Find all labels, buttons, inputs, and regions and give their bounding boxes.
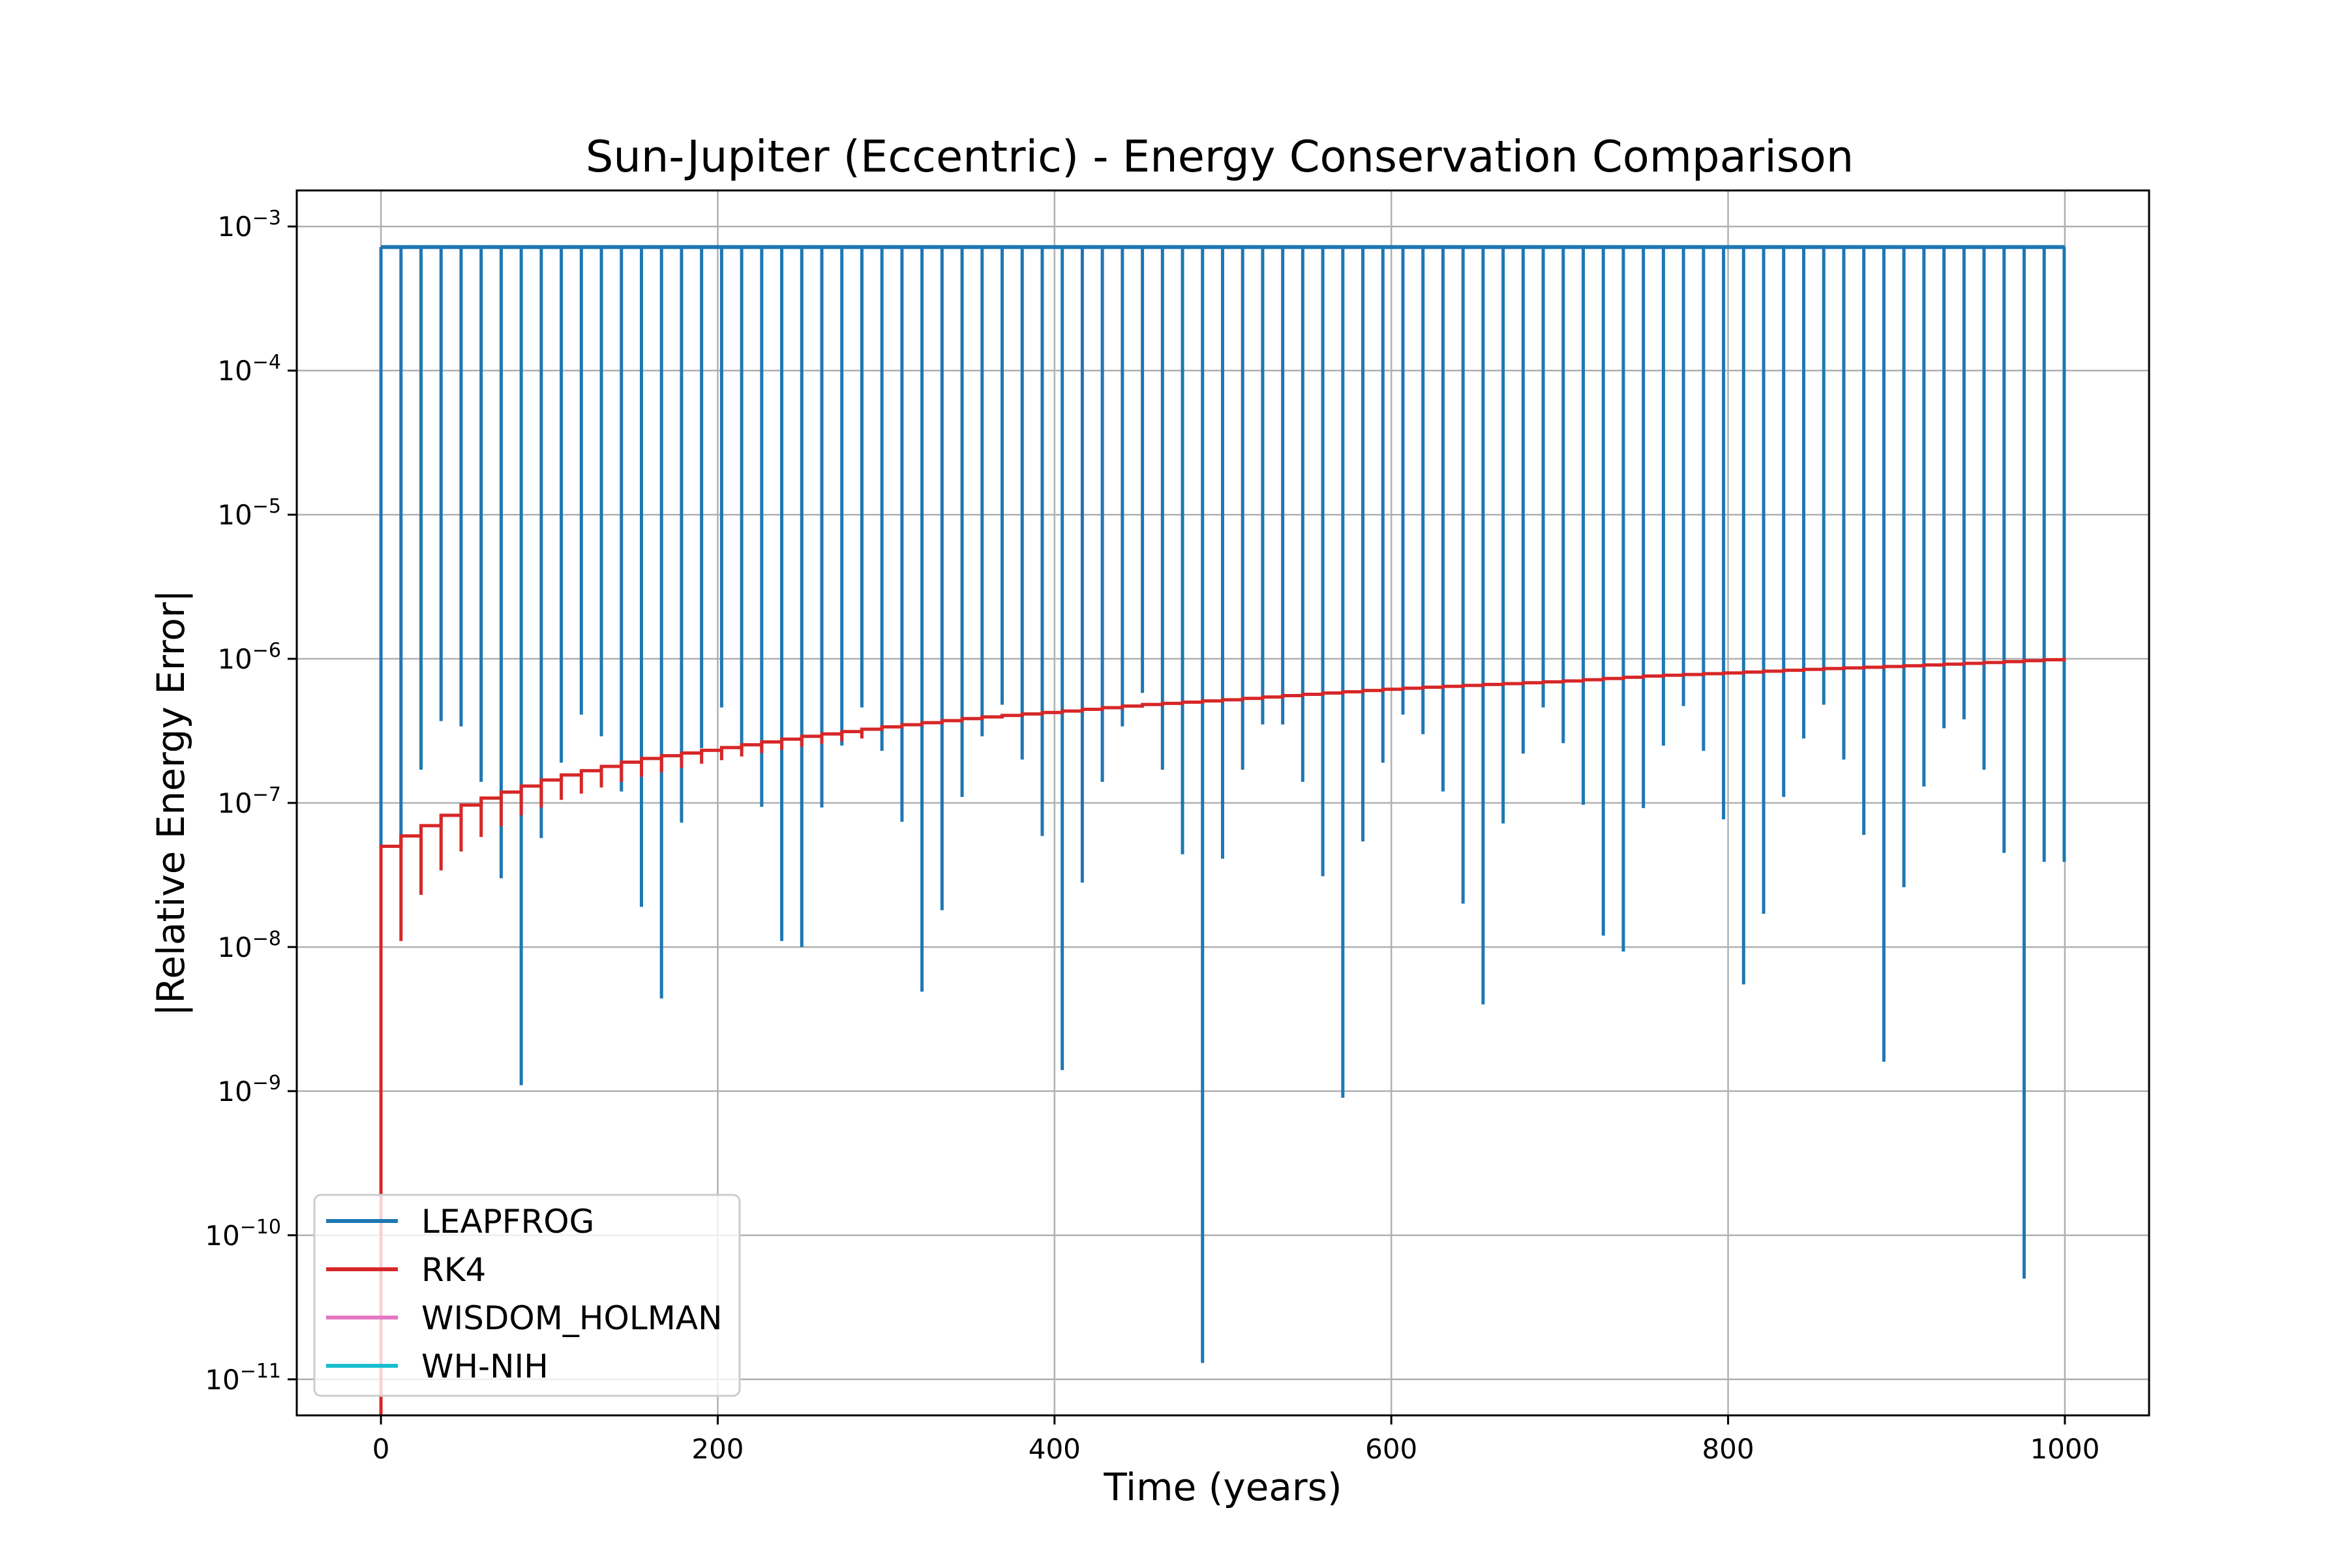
x-tick-label: 200: [691, 1433, 744, 1465]
y-axis-ticks: 10−3 10−4 10−5 10−6 10−7 10−8 10−9 10−10 10−11: [205, 207, 297, 1396]
x-tick-label: 0: [372, 1433, 390, 1465]
legend-label-leapfrog: LEAPFROG: [421, 1203, 594, 1241]
y-tick-label: 10−8: [217, 927, 281, 963]
x-tick-label: 600: [1365, 1433, 1417, 1465]
y-tick-label: 10−3: [217, 207, 281, 243]
series-layer: [379, 245, 2066, 1415]
y-tick-label: 10−9: [217, 1072, 281, 1108]
legend: LEAPFROG RK4 WISDOM_HOLMAN WH-NIH: [313, 1194, 741, 1397]
y-tick-label: 10−6: [217, 639, 281, 675]
legend-label-rk4: RK4: [421, 1251, 486, 1289]
legend-label-wisdom-holman: WISDOM_HOLMAN: [421, 1299, 722, 1337]
x-axis-ticks: 0 200 400 600 800 1000: [372, 1415, 2100, 1465]
chart-title: Sun-Jupiter (Eccentric) - Energy Conserv…: [586, 131, 1854, 182]
y-tick-label: 10−4: [217, 351, 281, 387]
x-tick-label: 1000: [2030, 1433, 2100, 1465]
legend-box: [313, 1194, 741, 1397]
y-tick-label: 10−11: [205, 1360, 281, 1396]
y-tick-label: 10−10: [205, 1216, 281, 1252]
y-tick-label: 10−5: [217, 495, 281, 531]
y-tick-label: 10−7: [217, 783, 281, 819]
x-tick-label: 800: [1702, 1433, 1754, 1465]
legend-label-wh-nih: WH-NIH: [421, 1348, 549, 1385]
y-axis-label: |Relative Energy Error|: [149, 590, 193, 1016]
x-axis-label: Time (years): [1103, 1465, 1342, 1509]
x-tick-label: 400: [1029, 1433, 1081, 1465]
